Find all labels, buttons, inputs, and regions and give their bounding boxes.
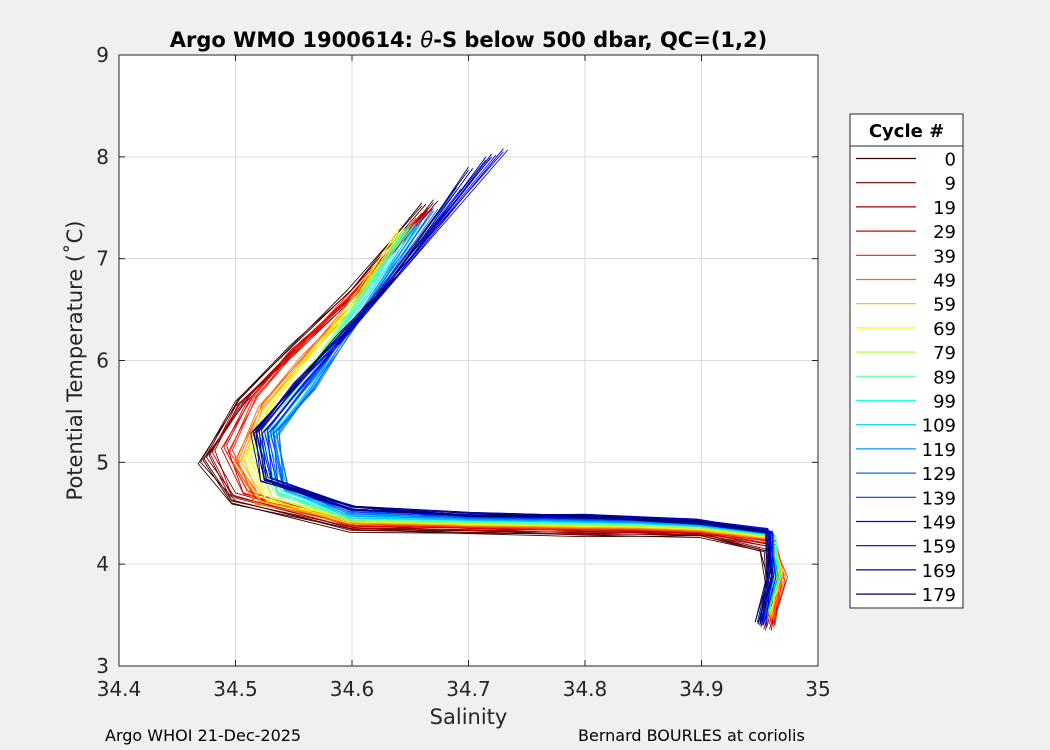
legend-label-29: 29	[933, 222, 956, 243]
series-group	[197, 148, 788, 631]
legend-label-69: 69	[933, 319, 956, 340]
legend-title: Cycle #	[869, 121, 944, 142]
x-tick-label: 34.6	[330, 677, 375, 701]
legend-label-109: 109	[922, 416, 956, 437]
legend-label-19: 19	[933, 198, 956, 219]
legend-label-149: 149	[922, 513, 956, 534]
series-line-cycle-179	[255, 168, 772, 625]
series-line-cycle-0	[202, 203, 771, 625]
y-axis-label: Potential Temperature (˚C)	[63, 221, 87, 501]
y-tick-label: 4	[96, 552, 109, 576]
x-tick-label: 34.8	[563, 677, 608, 701]
legend-label-169: 169	[922, 561, 956, 582]
x-axis-label: Salinity	[430, 705, 508, 729]
legend-label-0: 0	[945, 150, 956, 171]
y-tick-label: 7	[96, 247, 109, 271]
x-tick-label: 34.5	[213, 677, 258, 701]
series-line-cycle-179	[252, 166, 768, 626]
legend: Cycle #0 9 19 29 39 49 59 69 79 89 99 109 119 129 139 1…	[849, 113, 964, 609]
legend-label-129: 129	[922, 464, 956, 485]
y-tick-label: 6	[96, 349, 109, 373]
legend-label-39: 39	[933, 246, 956, 267]
footer-left: Argo WHOI 21-Dec-2025	[105, 726, 302, 745]
legend-label-179: 179	[922, 585, 956, 606]
y-tick-label: 5	[96, 450, 109, 474]
legend-box	[849, 113, 964, 609]
x-tick-label: 34.7	[446, 677, 491, 701]
y-tick-label: 3	[96, 654, 109, 678]
chart-title: Argo WMO 1900614: θ-S below 500 dbar, QC…	[170, 28, 767, 52]
legend-label-89: 89	[933, 367, 956, 388]
legend-label-159: 159	[922, 537, 956, 558]
footer-right: Bernard BOURLES at coriolis	[578, 726, 805, 745]
legend-label-9: 9	[945, 174, 956, 195]
x-tick-label: 34.4	[97, 677, 142, 701]
legend-label-119: 119	[922, 440, 956, 461]
legend-label-59: 59	[933, 295, 956, 316]
x-tick-label: 34.9	[679, 677, 724, 701]
legend-label-49: 49	[933, 271, 956, 292]
legend-label-79: 79	[933, 343, 956, 364]
legend-label-99: 99	[933, 392, 956, 413]
legend-label-139: 139	[922, 488, 956, 509]
x-tick-label: 35	[805, 677, 830, 701]
y-tick-label: 8	[96, 145, 109, 169]
y-tick-label: 9	[96, 43, 109, 67]
